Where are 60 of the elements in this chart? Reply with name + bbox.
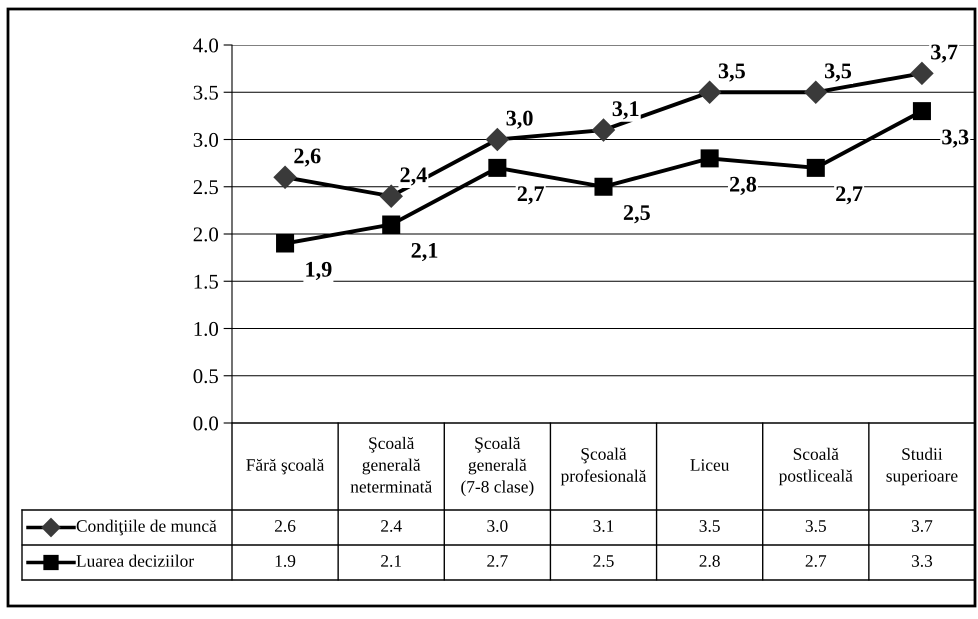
text: 2.6 bbox=[274, 520, 296, 532]
text: 3.5 bbox=[194, 86, 218, 100]
point bbox=[700, 149, 719, 168]
legend-label: Condiţiile de muncă bbox=[76, 520, 217, 536]
point bbox=[698, 80, 722, 104]
text: 0.5 bbox=[194, 369, 218, 384]
point bbox=[276, 234, 294, 252]
data-label: 2,8 bbox=[730, 176, 756, 195]
text: 1.5 bbox=[194, 274, 218, 289]
data-label: 2,1 bbox=[412, 242, 438, 262]
x-tick-label: Scoală postliceală bbox=[778, 448, 853, 486]
x-tick-label: Studii superioare bbox=[886, 448, 958, 486]
x-tick-label: Şcoală generală (7-8 clase) bbox=[461, 436, 534, 496]
text: 2.8 bbox=[700, 555, 720, 567]
text: 3.7 bbox=[912, 520, 932, 532]
data-label: 3,5 bbox=[824, 63, 852, 82]
text: 1.0 bbox=[194, 322, 218, 336]
text: 3.5 bbox=[806, 520, 826, 532]
data-label: 2,6 bbox=[294, 148, 321, 167]
text: 2.0 bbox=[194, 227, 218, 242]
text: 1.9 bbox=[276, 555, 296, 567]
point bbox=[594, 178, 613, 196]
x-tick-label: Şcoală generală neterminată bbox=[350, 436, 432, 493]
point bbox=[806, 158, 825, 177]
point bbox=[382, 216, 400, 234]
data-label: 1,9 bbox=[306, 262, 332, 280]
x-tick-label: Fără şcoală bbox=[246, 458, 324, 474]
text: 4.0 bbox=[193, 38, 218, 53]
point bbox=[380, 184, 403, 208]
text: 2.5 bbox=[194, 180, 218, 194]
text: 2.4 bbox=[381, 520, 402, 532]
data-label: 3,7 bbox=[931, 44, 958, 63]
point bbox=[488, 158, 506, 177]
data-label: 2,7 bbox=[518, 186, 544, 204]
x-tick-label: Şcoală profesională bbox=[560, 448, 646, 486]
text: 2.7 bbox=[487, 555, 508, 567]
point bbox=[274, 166, 297, 189]
data-label: 2,4 bbox=[400, 167, 427, 186]
x-tick-label: Liceu bbox=[690, 459, 730, 471]
legend-label: Luarea deciziilor bbox=[76, 554, 194, 567]
data-label: 3,3 bbox=[942, 130, 968, 148]
point bbox=[804, 80, 828, 104]
data-label: 3,5 bbox=[718, 63, 745, 82]
text: 2.5 bbox=[593, 555, 614, 567]
text: 3.5 bbox=[700, 520, 720, 532]
text: 3.0 bbox=[487, 520, 508, 532]
data-label: 2,5 bbox=[624, 205, 650, 224]
point bbox=[912, 102, 931, 120]
data-label: 3,0 bbox=[506, 110, 533, 129]
text: 3.1 bbox=[593, 520, 614, 532]
point bbox=[910, 62, 934, 85]
data-label: 2,7 bbox=[836, 186, 862, 204]
text: 3.3 bbox=[912, 555, 932, 567]
point bbox=[486, 128, 509, 151]
text: 3.0 bbox=[194, 132, 218, 148]
text: 0.0 bbox=[194, 416, 218, 431]
data-label: 3,1 bbox=[612, 101, 638, 120]
text: 2.1 bbox=[381, 555, 402, 567]
point bbox=[592, 118, 615, 142]
text: 2.7 bbox=[806, 555, 826, 567]
